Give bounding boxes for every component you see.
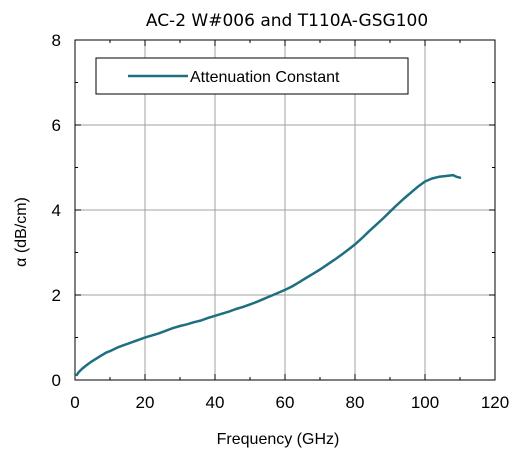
x-tick-label: 60 xyxy=(276,393,295,412)
x-tick-label: 120 xyxy=(481,393,509,412)
x-axis-label: Frequency (GHz) xyxy=(217,431,340,448)
y-tick-label: 0 xyxy=(52,371,61,390)
y-tick-label: 8 xyxy=(52,31,61,50)
legend-label: Attenuation Constant xyxy=(190,69,340,86)
x-tick-label: 80 xyxy=(346,393,365,412)
x-tick-label: 0 xyxy=(70,393,79,412)
x-tick-labels: 0 20 40 60 80 100 120 xyxy=(70,393,509,412)
grid xyxy=(75,40,495,380)
y-tick-label: 4 xyxy=(52,201,61,220)
series-layer xyxy=(75,173,462,377)
y-tick-label: 6 xyxy=(52,116,61,135)
plot-frame xyxy=(74,39,496,381)
y-axis-label: α (dB/cm) xyxy=(13,197,30,267)
y-tick-labels: 0 2 4 6 8 xyxy=(52,31,61,390)
x-tick-label: 100 xyxy=(411,393,439,412)
x-tick-label: 40 xyxy=(206,393,225,412)
series-line-0 xyxy=(75,173,462,377)
chart-title: AC-2 W#006 and T110A-GSG100 xyxy=(146,11,428,31)
y-tick-label: 2 xyxy=(52,286,61,305)
x-tick-label: 20 xyxy=(136,393,155,412)
legend: Attenuation Constant xyxy=(95,57,409,95)
